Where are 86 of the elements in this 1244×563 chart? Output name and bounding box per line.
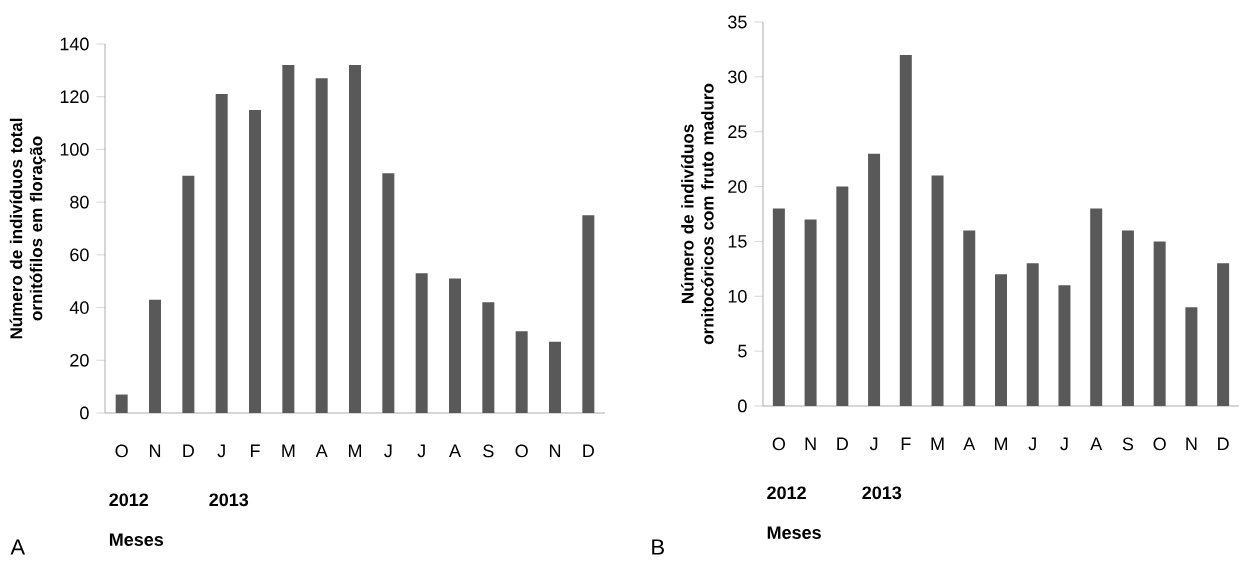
bar: [1217, 263, 1230, 406]
bar: [415, 273, 428, 413]
bar: [149, 299, 162, 413]
text: B: [652, 539, 664, 555]
bar: [994, 274, 1007, 406]
y-axis-title: Número de indivíduos ornitocóricos com fruto maduro: [681, 83, 714, 345]
x-tick-label: N: [805, 437, 816, 450]
bar: [249, 109, 262, 413]
x-tick-label: A: [315, 444, 328, 457]
bar: [931, 175, 944, 406]
y-tick-label: 120: [60, 90, 89, 104]
bar: [1026, 263, 1039, 406]
bar: [215, 94, 228, 413]
x-tick-label: F: [250, 444, 260, 457]
x-tick-label: A: [449, 444, 461, 457]
bar: [1090, 208, 1103, 406]
x-tick-label: M: [282, 444, 295, 457]
y-tick-label: 25: [728, 125, 747, 139]
x-tick-label: D: [837, 437, 848, 450]
y-tick-label: 140: [60, 37, 89, 51]
text: Meses: [109, 533, 164, 546]
bar: [1153, 241, 1166, 406]
bar: [1185, 307, 1198, 406]
x-tick-label: J: [1028, 437, 1036, 451]
x-tick-label: S: [483, 444, 494, 458]
bar: [1121, 230, 1134, 406]
y-tick-label: 15: [728, 235, 747, 248]
x-tick-label: O: [772, 437, 786, 451]
y-tick-label: 5: [738, 344, 747, 358]
bar: [349, 65, 362, 413]
y-tick-label: 80: [70, 195, 89, 209]
bar: [836, 186, 849, 406]
bar: [182, 175, 195, 413]
x-tick-label: O: [1153, 437, 1166, 451]
text: 2013: [862, 486, 902, 500]
x-tick-label: J: [217, 444, 225, 458]
y-tick-label: 100: [60, 143, 89, 156]
y-axis-title: Número de indivíduos total ornitófilos em floração: [9, 118, 46, 339]
x-tick-label: N: [549, 444, 561, 457]
bar: [315, 78, 328, 413]
text: 2013: [209, 493, 249, 507]
x-tick-label: M: [931, 437, 944, 450]
y-tick-label: 60: [70, 248, 89, 262]
x-tick-label: F: [901, 437, 911, 450]
bar: [115, 394, 128, 413]
y-tick-label: 30: [728, 70, 747, 84]
y-tick-label: 0: [738, 399, 747, 413]
bar: [282, 65, 295, 413]
x-tick-label: N: [149, 444, 161, 457]
x-tick-label: O: [515, 444, 528, 458]
y-tick-label: 10: [728, 289, 747, 303]
y-tick-label: 20: [70, 353, 89, 367]
x-tick-label: O: [115, 444, 128, 458]
bar: [899, 54, 912, 406]
x-tick-label: D: [1218, 437, 1229, 450]
bar: [549, 341, 561, 413]
text: A: [10, 539, 26, 555]
x-tick-label: S: [1122, 437, 1134, 451]
x-tick-label: A: [963, 437, 976, 450]
bar: [1058, 285, 1071, 406]
x-tick-label: A: [1090, 437, 1103, 450]
y-tick-label: 35: [728, 15, 747, 29]
x-tick-label: N: [1186, 437, 1197, 450]
bar: [582, 215, 595, 413]
bar: [963, 230, 976, 406]
text: 2012: [767, 486, 806, 500]
x-tick-label: D: [183, 444, 194, 457]
x-tick-label: D: [583, 444, 594, 457]
y-tick-label: 20: [728, 180, 747, 193]
text: 2012: [109, 493, 149, 507]
x-tick-label: J: [869, 437, 878, 451]
bar: [482, 302, 495, 413]
text: Meses: [767, 526, 821, 539]
x-tick-label: J: [1060, 437, 1068, 451]
y-tick-label: 40: [69, 301, 89, 314]
x-tick-label: M: [994, 437, 1008, 450]
x-tick-label: J: [417, 444, 425, 458]
bar: [449, 278, 462, 413]
y-tick-label: 0: [80, 406, 89, 420]
bar: [382, 173, 395, 413]
bar: [868, 153, 881, 406]
bar: [515, 331, 528, 413]
x-tick-label: J: [384, 444, 392, 458]
x-tick-label: M: [348, 444, 362, 457]
bar: [804, 219, 817, 406]
bar: [772, 208, 785, 406]
